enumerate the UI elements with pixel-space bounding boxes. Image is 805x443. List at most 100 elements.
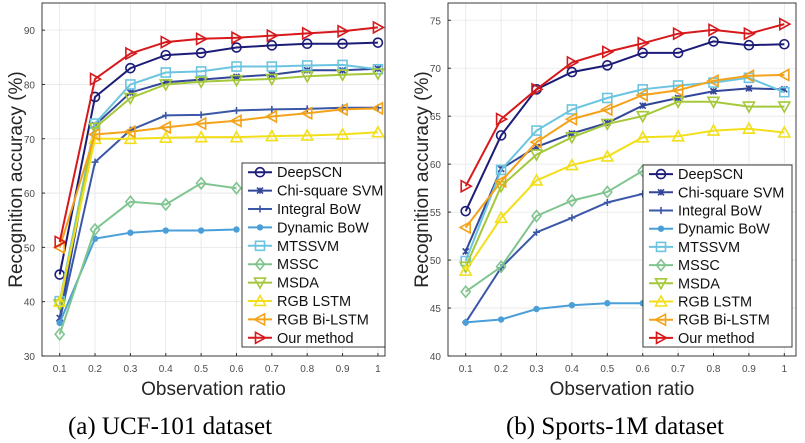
circle-marker xyxy=(337,38,348,50)
legend-label: RGB Bi-LSTM xyxy=(678,313,770,329)
triangle-down-marker xyxy=(264,73,279,87)
x-marker xyxy=(126,89,134,97)
circle-marker xyxy=(254,166,266,178)
x-marker xyxy=(657,188,665,196)
series-line xyxy=(58,72,378,305)
x-tick-label: 0.8 xyxy=(707,364,721,375)
series-mssc xyxy=(54,176,243,342)
x-tick-label: 0.7 xyxy=(671,364,685,375)
diamond-marker xyxy=(460,284,472,299)
axes-frame xyxy=(447,2,797,357)
square-marker xyxy=(779,86,790,98)
series-chi-square-svm xyxy=(56,65,382,322)
plus-marker xyxy=(603,199,611,207)
dot-marker xyxy=(256,224,264,231)
plus-marker xyxy=(232,107,240,115)
dot-marker xyxy=(604,300,611,307)
triangle-up-marker xyxy=(335,127,350,140)
series-line xyxy=(58,182,237,335)
legend-item: RGB Bi-LSTM xyxy=(248,312,369,328)
triangle-down-marker xyxy=(300,71,315,84)
triangle-up-marker xyxy=(229,129,244,143)
legend-box xyxy=(241,162,386,348)
x-tick-label: 0.2 xyxy=(88,364,102,375)
triangle-down-marker xyxy=(88,122,102,136)
x-tick-label: 0.9 xyxy=(336,364,350,375)
square-marker xyxy=(195,66,207,77)
triangle-left-marker xyxy=(300,106,313,121)
triangle-up-marker xyxy=(300,128,315,141)
triangle-right-marker xyxy=(708,23,721,37)
series-rgb-lstm xyxy=(52,125,385,307)
legend-item: RGB LSTM xyxy=(649,294,752,311)
triangle-down-marker xyxy=(654,277,668,291)
triangle-right-marker xyxy=(254,330,268,345)
series-line xyxy=(58,63,379,302)
legend-item: Dynamic BoW xyxy=(649,222,770,238)
triangle-up-marker xyxy=(635,130,650,143)
triangle-up-marker xyxy=(194,129,208,143)
triangle-left-marker xyxy=(635,88,649,102)
circle-marker xyxy=(708,36,719,47)
triangle-up-marker xyxy=(494,210,508,224)
series-line xyxy=(58,107,378,248)
circle-marker xyxy=(160,49,172,61)
triangle-down-marker xyxy=(742,101,756,114)
y-tick-label: 40 xyxy=(430,352,442,363)
triangle-right-marker xyxy=(495,112,509,126)
triangle-down-marker xyxy=(777,101,792,114)
triangle-up-marker xyxy=(123,131,138,145)
circle-marker xyxy=(602,60,613,71)
square-marker xyxy=(495,164,507,176)
legend-label: Chi-square SVM xyxy=(277,184,383,200)
circle-marker xyxy=(266,40,278,51)
diamond-marker xyxy=(124,195,136,209)
square-marker xyxy=(160,67,172,78)
triangle-down-marker xyxy=(253,277,267,290)
legend-label: RGB LSTM xyxy=(277,294,351,310)
legend: DeepSCN Chi-square SVM Integral BoW Dynamic… xyxy=(241,162,386,348)
triangle-down-marker xyxy=(600,118,615,132)
triangle-right-marker xyxy=(301,26,315,41)
x-tick-label: 0.4 xyxy=(159,364,173,375)
diamond-marker xyxy=(495,260,507,274)
square-marker xyxy=(266,61,278,72)
diamond-marker xyxy=(195,176,207,191)
series-deepscn xyxy=(460,36,790,217)
diamond-marker xyxy=(530,209,543,223)
series-our-method xyxy=(54,20,386,249)
square-marker xyxy=(602,92,613,104)
diamond-marker xyxy=(89,222,101,237)
triangle-left-marker xyxy=(335,102,348,117)
series-line xyxy=(464,87,785,252)
triangle-right-marker xyxy=(54,235,67,249)
x-marker xyxy=(639,102,647,110)
triangle-left-marker xyxy=(653,312,667,327)
y-tick-label: 30 xyxy=(24,352,36,363)
series-line xyxy=(58,228,237,324)
triangle-down-marker xyxy=(671,96,685,109)
triangle-right-marker xyxy=(779,17,792,31)
plus-marker xyxy=(568,214,576,222)
square-marker xyxy=(531,125,542,136)
square-marker xyxy=(231,61,242,72)
triangle-down-marker xyxy=(123,92,138,106)
legend-label: Chi-square SVM xyxy=(678,185,784,201)
plus-marker xyxy=(91,158,99,166)
triangle-left-marker xyxy=(741,69,755,83)
triangle-left-marker xyxy=(158,120,172,135)
triangle-down-marker xyxy=(194,76,208,89)
diamond-marker xyxy=(230,181,243,195)
triangle-up-marker xyxy=(253,293,267,307)
triangle-right-marker xyxy=(160,35,173,49)
square-marker xyxy=(125,79,136,90)
series-line xyxy=(464,23,785,187)
legend-item: RGB LSTM xyxy=(248,293,351,310)
circle-marker xyxy=(655,168,667,180)
circle-marker xyxy=(460,205,472,217)
y-tick-label: 50 xyxy=(430,256,442,267)
circle-marker xyxy=(566,66,578,78)
triangle-down-marker xyxy=(635,110,650,124)
circle-marker xyxy=(779,38,790,50)
y-tick-label: 80 xyxy=(24,80,36,91)
